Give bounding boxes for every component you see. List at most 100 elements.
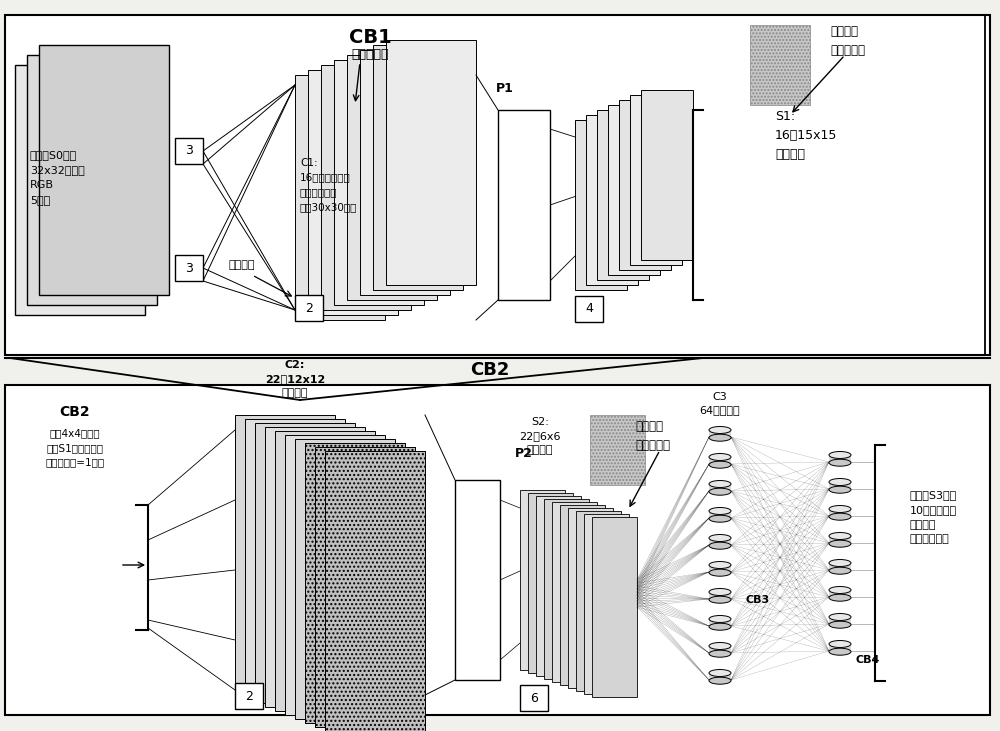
Bar: [295, 75, 385, 320]
Ellipse shape: [829, 613, 851, 621]
Bar: [315, 447, 415, 727]
Bar: [630, 95, 682, 265]
Ellipse shape: [829, 513, 851, 520]
Bar: [592, 517, 637, 697]
Bar: [575, 120, 627, 290]
Ellipse shape: [709, 624, 731, 630]
Text: 2: 2: [245, 689, 253, 702]
Bar: [829, 482, 851, 490]
Text: 共享权重: 共享权重: [229, 260, 255, 270]
Ellipse shape: [829, 621, 851, 628]
Bar: [275, 431, 375, 711]
Bar: [619, 100, 671, 270]
Ellipse shape: [709, 650, 731, 657]
Bar: [568, 508, 613, 688]
Bar: [245, 419, 345, 699]
Text: 此处应用
激活函数：: 此处应用 激活函数：: [635, 420, 670, 452]
Bar: [360, 50, 450, 295]
Bar: [175, 255, 203, 281]
Bar: [584, 514, 629, 694]
Ellipse shape: [709, 643, 731, 650]
Bar: [5, 15, 990, 355]
Text: 输出（S3）：
10个神经元，
最高输出
神经元确定类: 输出（S3）： 10个神经元， 最高输出 神经元确定类: [910, 490, 957, 545]
Text: C1:
16个特征映射，
每个特征映射
具有30x30像素: C1: 16个特征映射， 每个特征映射 具有30x30像素: [300, 158, 357, 212]
Bar: [560, 505, 605, 685]
Bar: [285, 435, 385, 715]
Text: 不同组权重: 不同组权重: [351, 48, 389, 61]
Bar: [709, 511, 731, 519]
Text: CB2: CB2: [470, 361, 510, 379]
Text: 4: 4: [585, 303, 593, 316]
Ellipse shape: [709, 616, 731, 623]
Bar: [829, 644, 851, 652]
Bar: [235, 415, 335, 695]
Bar: [552, 502, 597, 682]
Ellipse shape: [709, 596, 731, 603]
Bar: [498, 110, 550, 300]
Bar: [325, 451, 425, 731]
Bar: [709, 430, 731, 438]
Ellipse shape: [709, 670, 731, 676]
Ellipse shape: [709, 426, 731, 433]
Ellipse shape: [709, 488, 731, 495]
Bar: [709, 619, 731, 626]
Bar: [709, 592, 731, 599]
Text: C2:
22个12x12
特征映射: C2: 22个12x12 特征映射: [265, 360, 325, 398]
Ellipse shape: [829, 540, 851, 548]
Text: 3: 3: [185, 262, 193, 275]
Text: CB2: CB2: [60, 405, 90, 419]
Text: CB1: CB1: [349, 28, 391, 47]
Bar: [520, 490, 565, 670]
Ellipse shape: [709, 534, 731, 542]
Bar: [39, 45, 169, 295]
Bar: [455, 480, 500, 680]
Bar: [829, 563, 851, 571]
Ellipse shape: [709, 542, 731, 549]
Bar: [386, 40, 476, 285]
Bar: [305, 443, 405, 723]
Ellipse shape: [709, 434, 731, 442]
Text: 此处应用
激活函数：: 此处应用 激活函数：: [830, 25, 865, 57]
Ellipse shape: [709, 453, 731, 461]
Ellipse shape: [709, 569, 731, 576]
Bar: [305, 443, 405, 723]
Text: 2: 2: [305, 301, 313, 314]
Ellipse shape: [829, 486, 851, 493]
Bar: [586, 115, 638, 285]
Bar: [334, 60, 424, 305]
Ellipse shape: [829, 559, 851, 567]
Bar: [709, 484, 731, 492]
Bar: [576, 511, 621, 691]
Ellipse shape: [829, 479, 851, 485]
Bar: [255, 423, 355, 703]
Bar: [829, 590, 851, 598]
Ellipse shape: [829, 452, 851, 458]
Bar: [520, 685, 548, 711]
Bar: [641, 90, 693, 260]
Bar: [175, 138, 203, 164]
Bar: [575, 296, 603, 322]
Text: 6: 6: [530, 692, 538, 705]
Bar: [265, 427, 365, 707]
Bar: [321, 65, 411, 310]
Bar: [325, 451, 425, 731]
Ellipse shape: [829, 532, 851, 539]
Bar: [709, 646, 731, 654]
Ellipse shape: [709, 561, 731, 569]
Bar: [536, 496, 581, 676]
Bar: [709, 457, 731, 465]
Bar: [709, 565, 731, 572]
Ellipse shape: [709, 515, 731, 522]
Ellipse shape: [709, 480, 731, 488]
Ellipse shape: [709, 588, 731, 596]
Text: P1: P1: [496, 82, 514, 95]
Bar: [829, 617, 851, 625]
Ellipse shape: [829, 594, 851, 601]
Ellipse shape: [829, 640, 851, 648]
Ellipse shape: [709, 677, 731, 684]
Ellipse shape: [829, 586, 851, 594]
Ellipse shape: [829, 506, 851, 512]
Bar: [27, 55, 157, 305]
Text: P2: P2: [515, 447, 533, 460]
Bar: [597, 110, 649, 280]
